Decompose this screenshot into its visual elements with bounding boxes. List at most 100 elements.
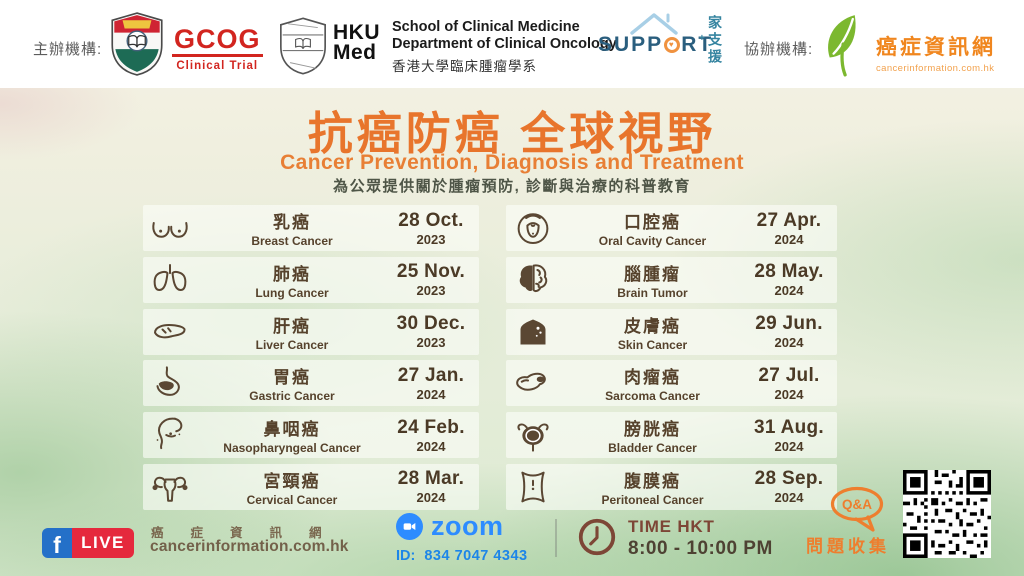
cancer-name-zh: 肝癌 <box>273 316 311 336</box>
stomach-icon <box>143 363 197 403</box>
uterus-icon <box>143 467 197 507</box>
cancer-name-en: Gastric Cancer <box>249 389 335 404</box>
support-plus-sign: + <box>699 33 705 44</box>
session-year: 2024 <box>774 386 804 402</box>
oral-cavity-icon <box>506 208 560 248</box>
time-block: TIME HKT 8:00 - 10:00 PM <box>577 517 773 560</box>
cancerinfo-url: cancerinformation.com.hk <box>876 63 995 74</box>
support-logo: SUPP ♥ RT <box>598 13 713 57</box>
hku-crest-bw-icon <box>280 17 326 75</box>
time-value: 8:00 - 10:00 PM <box>628 538 773 559</box>
department-text: School of Clinical Medicine Department o… <box>392 19 617 75</box>
cancer-name-en: Oral Cavity Cancer <box>598 234 707 248</box>
cancer-name-en: Liver Cancer <box>255 337 329 352</box>
dept-line3: 香港大學臨床腫瘤學系 <box>392 59 537 75</box>
session-date: 31 Aug. <box>753 416 825 438</box>
dept-line2: Department of Clinical Oncology <box>392 36 617 53</box>
schedule-row-skin: 皮膚癌 Skin Cancer 29 Jun. 2024 <box>506 308 837 355</box>
gcog-name: GCOG <box>172 26 263 57</box>
cancer-name-zh: 膀胱癌 <box>624 420 681 440</box>
organizer-label: 主辦機構: <box>33 41 103 58</box>
zoom-camera-icon <box>396 513 423 540</box>
session-date: 24 Feb. <box>397 416 465 438</box>
cancer-name-en: Brain Tumor <box>617 285 688 300</box>
cancer-name-zh: 肉瘤癌 <box>624 368 681 388</box>
page-subtitle-zh: 為公眾提供關於腫瘤預防, 診斷與治療的科普教育 <box>333 178 691 195</box>
session-year: 2024 <box>774 335 804 351</box>
peritoneum-icon <box>506 467 560 507</box>
house-roof-icon <box>630 13 678 35</box>
session-date: 28 Mar. <box>397 468 465 490</box>
page-subtitle-en: Cancer Prevention, Diagnosis and Treatme… <box>280 151 744 174</box>
session-year: 2024 <box>774 283 804 299</box>
cancerinfo-name: 癌症資訊網 <box>876 36 996 59</box>
footer-divider <box>555 519 557 557</box>
session-date: 27 Jan. <box>397 364 465 386</box>
cancer-name-en: Skin Cancer <box>617 337 688 352</box>
schedule-row-gastric: 胃癌 Gastric Cancer 27 Jan. 2024 <box>143 360 479 407</box>
cancer-name-en: Cervical Cancer <box>246 492 338 507</box>
cancer-name-zh: 乳癌 <box>273 213 311 232</box>
co-organizer-label: 協辦機構: <box>744 41 814 58</box>
schedule-row-sarcoma: 肉瘤癌 Sarcoma Cancer 27 Jul. 2024 <box>506 360 837 407</box>
cancer-name-en: Sarcoma Cancer <box>605 389 700 404</box>
schedule-row-liver: 肝癌 Liver Cancer 30 Dec. 2023 <box>143 308 479 355</box>
cancer-name-zh: 皮膚癌 <box>624 316 681 336</box>
support-wordmark: SUPP ♥ RT <box>598 33 713 57</box>
session-year: 2023 <box>416 231 446 247</box>
bladder-icon <box>506 415 560 455</box>
cancer-name-zh: 宮頸癌 <box>263 471 321 491</box>
zoom-id-number: 834 7047 4343 <box>424 548 528 564</box>
cancer-name-en: Bladder Cancer <box>608 441 697 456</box>
session-date: 30 Dec. <box>396 313 466 335</box>
session-date: 27 Jul. <box>758 364 820 386</box>
qa-speech-bubble-icon: Q&A <box>830 486 884 532</box>
hkumed-abbr: HKU Med <box>333 21 380 64</box>
session-year: 2023 <box>416 335 446 351</box>
cancer-name-zh: 肺癌 <box>273 264 311 284</box>
session-date: 28 May. <box>754 261 824 283</box>
qa-collect-label: 問題收集 <box>806 537 890 556</box>
schedule-row-oral: 口腔癌 Oral Cavity Cancer 27 Apr. 2024 <box>506 205 837 251</box>
schedule-row-brain: 腦腫瘤 Brain Tumor 28 May. 2024 <box>506 256 837 303</box>
time-label: TIME HKT <box>628 517 715 536</box>
hkumed-abbr-bottom: Med <box>333 40 377 64</box>
cancer-name-zh: 鼻咽癌 <box>263 420 321 440</box>
schedule-row-peritoneal: 腹膜癌 Peritoneal Cancer 28 Sep. 2024 <box>506 463 837 510</box>
zoom-logo: zoom <box>396 513 504 540</box>
support-left: SUPP <box>598 33 664 56</box>
cancer-name-zh: 腹膜癌 <box>624 471 681 491</box>
cancerinfo-leaf-icon <box>828 15 856 77</box>
site-name: 癌症資訊網 <box>151 526 349 540</box>
clock-icon <box>578 518 616 556</box>
cancer-name-zh: 腦腫瘤 <box>624 264 681 284</box>
cancer-name-en: Peritoneal Cancer <box>601 492 704 507</box>
hku-crest-icon <box>111 12 163 76</box>
lungs-icon <box>143 260 197 300</box>
zoom-id-label: ID: <box>396 548 416 564</box>
session-year: 2023 <box>416 283 446 299</box>
session-date: 29 Jun. <box>755 313 823 335</box>
support-o-heart-icon: ♥ <box>664 37 681 53</box>
schedule-grid: 乳癌 Breast Cancer 28 Oct. 2023 肺癌 Lung Ca… <box>143 205 837 510</box>
session-date: 28 Sep. <box>754 468 824 490</box>
qa-label: Q&A <box>842 497 872 512</box>
session-year: 2024 <box>416 490 446 506</box>
session-year: 2024 <box>774 438 804 454</box>
gcog-logo: GCOG Clinical Trial <box>172 26 263 72</box>
breast-icon <box>143 208 197 248</box>
liver-icon <box>143 312 197 352</box>
schedule-row-nasopharyngeal: 鼻咽癌 Nasopharyngeal Cancer 24 Feb. 2024 <box>143 412 479 459</box>
cancer-name-en: Nasopharyngeal Cancer <box>223 441 361 456</box>
dept-line1: School of Clinical Medicine <box>392 19 580 35</box>
session-date: 27 Apr. <box>756 209 822 231</box>
brain-icon <box>506 260 560 300</box>
schedule-row-breast: 乳癌 Breast Cancer 28 Oct. 2023 <box>143 205 479 251</box>
cancer-name-en: Breast Cancer <box>251 234 333 248</box>
page-title: 抗癌防癌 全球視野 <box>307 108 717 159</box>
schedule-row-lung: 肺癌 Lung Cancer 25 Nov. 2023 <box>143 256 479 303</box>
cancer-name-zh: 胃癌 <box>273 368 311 388</box>
zoom-meeting-id: ID: 834 7047 4343 <box>396 548 528 564</box>
hkumed-abbr-top: HKU <box>333 21 380 44</box>
